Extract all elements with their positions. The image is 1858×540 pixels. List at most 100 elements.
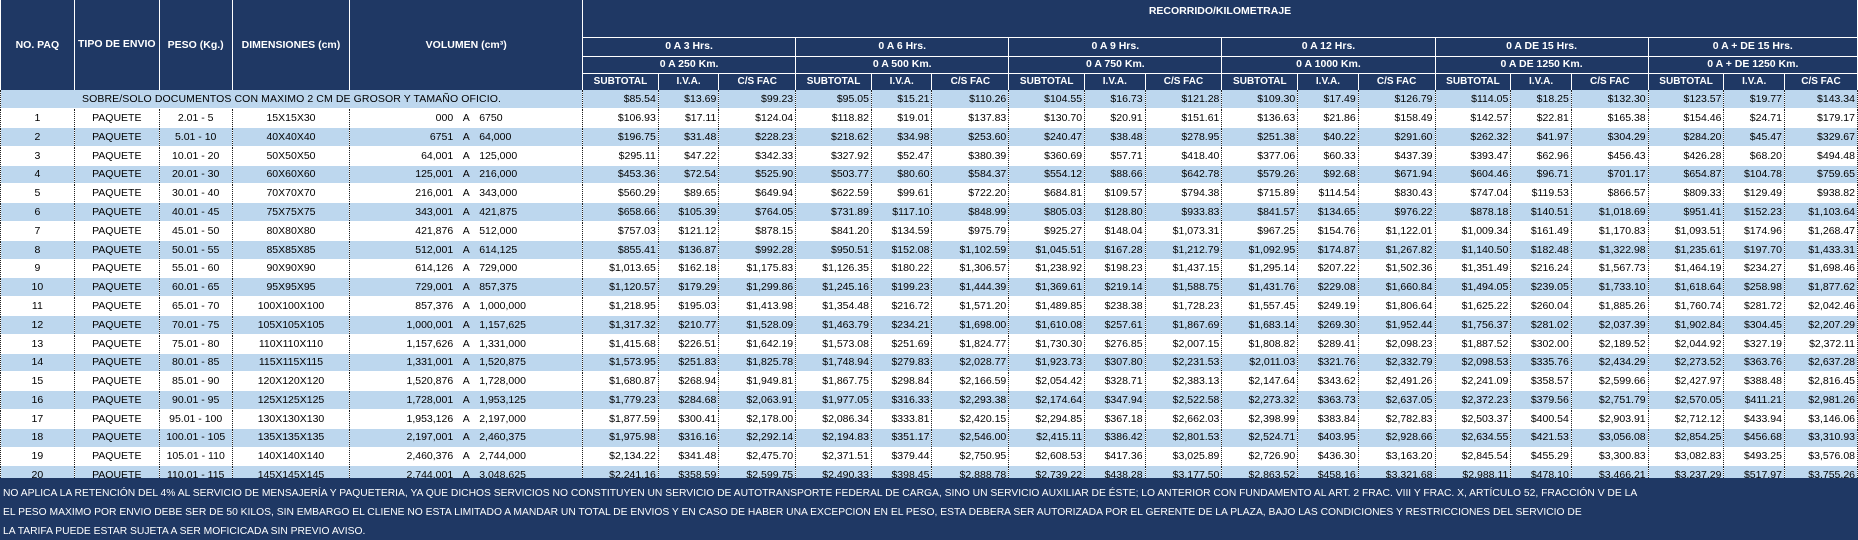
price-cell: $258.98 [1723,277,1785,298]
price-cell: $1,573.95 [582,353,659,373]
volume-to: 857,375 [479,281,518,294]
price-cell: $654.87 [1647,165,1725,185]
volume-range: 857,376 A 1,000,000 [349,296,584,317]
price-cell: $1,760.74 [1647,296,1725,317]
price-cell: $1,351.49 [1434,259,1512,279]
price-cell: $304.29 [1570,127,1649,147]
price-cell: $1,660.84 [1357,277,1436,298]
price-cell: $96.71 [1510,165,1572,185]
price-cell: $137.83 [931,108,1010,129]
dimensions: 40X40X40 [231,127,351,147]
price-cell: $363.73 [1297,390,1359,411]
price-cell: $41.97 [1510,127,1572,147]
price-cell: $92.68 [1297,165,1359,185]
shipment-type: PAQUETE [73,221,160,241]
price-cell: $304.45 [1723,315,1785,335]
price-cell: $2,546.00 [931,428,1010,448]
price-cell: $878.15 [718,221,797,241]
price-cell: $234.21 [870,315,933,335]
price-cell: $80.60 [870,165,933,185]
price-cell: $114.05 [1434,90,1512,110]
volume-from: 216,001 [415,187,454,200]
price-cell: $1,045.51 [1008,240,1086,260]
price-cell: $1,567.73 [1570,259,1649,279]
price-cell: $2,662.03 [1144,409,1223,429]
price-cell: $99.61 [870,183,933,204]
dimensions: 95X95X95 [231,277,351,298]
price-cell: $805.03 [1008,202,1086,223]
price-cell: $2,415.11 [1008,428,1086,448]
package-number: 18 [0,428,75,448]
price-cell: $388.48 [1723,371,1785,392]
package-number: 13 [0,334,75,354]
disclaimer-footer: NO APLICA LA RETENCIÓN DEL 4% AL SERVICI… [0,478,1858,540]
table-row: 14 PAQUETE 80.01 - 85 115X115X115 1,331,001 A… [0,353,1858,373]
price-cell: $938.82 [1783,183,1858,204]
volume-from: 125,001 [415,168,454,181]
price-cell: $1,975.98 [582,428,659,448]
price-cell: $174.96 [1723,221,1785,241]
price-cell: $72.54 [657,165,720,185]
package-number: 16 [0,390,75,411]
price-cell: $2,491.26 [1357,371,1436,392]
price-cell: $1,779.23 [582,390,659,411]
volume-separator: A [462,149,470,162]
price-cell: $1,140.50 [1434,240,1512,260]
price-cell: $2,712.12 [1647,409,1725,429]
volume-range: 614,126 A 729,000 [349,259,584,279]
price-cell: $2,599.66 [1570,371,1649,392]
shipment-type: PAQUETE [73,296,160,317]
price-cell: $95.05 [795,90,872,110]
price-cell: $2,782.83 [1357,409,1436,429]
disclaimer-line: LA TARIFA PUEDE ESTAR SUJETA A SER MOFIC… [3,526,366,537]
price-cell: $1,102.59 [931,240,1010,260]
price-cell: $967.25 [1221,221,1299,241]
volume-from: 6751 [429,130,454,143]
table-row: 16 PAQUETE 90.01 - 95 125X125X125 1,728,001 A… [0,390,1858,411]
volume-separator: A [462,111,470,124]
header-subtotal: SUBTOTAL [1008,73,1086,90]
price-cell: $20.91 [1084,108,1146,129]
price-cell: $1,018.69 [1570,202,1649,223]
price-cell: $3,163.20 [1357,447,1436,467]
price-cell: $2,427.97 [1647,371,1725,392]
price-cell: $2,434.29 [1570,353,1649,373]
volume-to: 1,520,875 [479,356,526,369]
price-cell: $179.29 [657,277,720,298]
price-cell: $1,808.82 [1221,334,1299,354]
weight-range: 50.01 - 55 [158,240,233,260]
price-cell: $52.47 [870,146,933,166]
price-cell: $1,299.86 [718,277,797,298]
price-cell: $17.11 [657,108,720,129]
price-cell: $3,576.08 [1783,447,1858,467]
price-cell: $925.27 [1008,221,1086,241]
price-cell: $16.73 [1084,90,1146,110]
price-cell: $1,806.64 [1357,296,1436,317]
volume-separator: A [462,187,470,200]
price-cell: $218.62 [795,127,872,147]
price-cell: $40.22 [1297,127,1359,147]
header-cs-fac: C/S FAC [1570,73,1649,90]
shipment-type: PAQUETE [73,277,160,298]
weight-range: 100.01 - 105 [158,428,233,448]
price-cell: $2,054.42 [1008,371,1086,392]
header-iva: I.V.A. [1723,73,1785,90]
price-cell: $118.82 [795,108,872,129]
weight-range: 80.01 - 85 [158,353,233,373]
price-cell: $195.03 [657,296,720,317]
price-cell: $1,825.78 [718,353,797,373]
weight-range: 2.01 - 5 [158,108,233,129]
dimensions: 90X90X90 [231,259,351,279]
volume-from: 614,126 [415,262,454,275]
price-cell: $268.94 [657,371,720,392]
volume-separator: A [462,356,470,369]
price-cell: $951.41 [1647,202,1725,223]
price-cell: $1,093.51 [1647,221,1725,241]
price-cell: $136.87 [657,240,720,260]
price-cell: $19.77 [1723,90,1785,110]
header-subtotal: SUBTOTAL [582,73,659,90]
price-cell: $560.29 [582,183,659,204]
price-cell: $99.23 [718,90,797,110]
volume-separator: A [462,205,470,218]
price-cell: $759.65 [1783,165,1858,185]
